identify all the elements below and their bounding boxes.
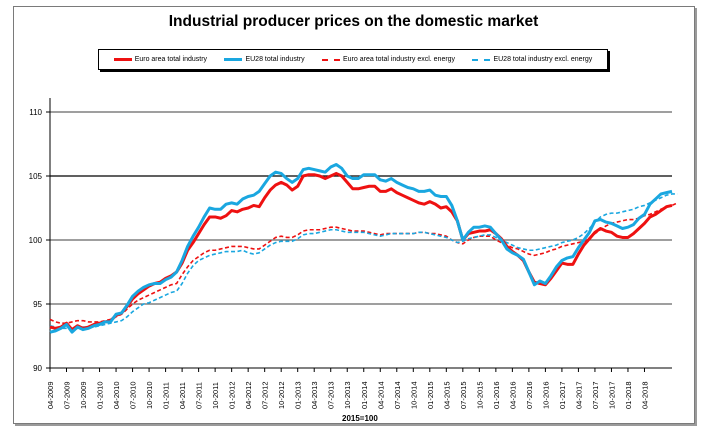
x-tick-label: 10-2015 [475, 381, 484, 409]
legend-label: EU28 total industry excl. energy [493, 56, 593, 63]
chart-title: Industrial producer prices on the domest… [168, 13, 539, 30]
x-tick-label: 04-2012 [244, 381, 253, 409]
x-tick-label: 01-2013 [294, 381, 303, 409]
legend-label: Euro area total industry excl. energy [343, 56, 456, 63]
legend-swatch [224, 58, 243, 61]
x-tick-label: 07-2011 [195, 382, 204, 409]
x-tick-label: 01-2016 [492, 381, 501, 409]
legend-label: EU28 total industry [245, 56, 305, 63]
x-tick-label: 01-2015 [426, 381, 435, 409]
y-tick-label: 100 [29, 236, 43, 245]
x-tick-label: 10-2016 [541, 381, 550, 409]
x-tick-label: 04-2010 [112, 381, 121, 409]
x-tick-label: 10-2009 [79, 381, 88, 409]
x-tick-label: 07-2015 [459, 381, 468, 409]
x-tick-label: 10-2014 [409, 381, 418, 409]
x-tick-label: 04-2014 [376, 381, 385, 409]
legend-swatch [322, 58, 340, 61]
x-tick-label: 04-2013 [310, 381, 319, 409]
x-tick-label: 04-2011 [178, 382, 187, 409]
x-tick-label: 10-2010 [145, 381, 154, 409]
legend-swatch [472, 58, 491, 61]
x-tick-label: 10-2013 [343, 381, 352, 409]
series-line-eu28-total-industry [49, 162, 673, 334]
x-tick-label: 01-2017 [558, 381, 567, 409]
y-tick-label: 90 [33, 364, 42, 373]
x-tick-label: 04-2009 [46, 381, 55, 409]
series-line-euro-area-total-industry-excl-energy [49, 202, 678, 324]
y-tick-label: 95 [33, 300, 42, 309]
chart-frame [13, 6, 695, 424]
x-tick-label: 07-2016 [525, 381, 534, 409]
x-tick-label: 01-2018 [624, 381, 633, 409]
base-year-note: 2015=100 [342, 414, 378, 423]
x-tick-label: 01-2012 [228, 381, 237, 409]
series-line-euro-area-total-industry [49, 171, 673, 332]
x-tick-label: 10-2012 [277, 381, 286, 409]
x-tick-label: 01-2010 [96, 381, 105, 409]
x-tick-label: 01-2011 [162, 382, 171, 409]
x-tick-label: 04-2015 [442, 381, 451, 409]
legend-item: Euro area total industry [113, 56, 208, 63]
x-tick-label: 01-2014 [360, 381, 369, 409]
x-tick-label: 04-2017 [574, 381, 583, 409]
x-tick-label: 07-2013 [327, 381, 336, 409]
x-tick-label: 04-2016 [508, 381, 517, 409]
series-line-eu28-total-industry-excl-energy [49, 193, 678, 330]
legend-item: EU28 total industry [224, 56, 305, 63]
y-tick-label: 105 [29, 172, 43, 181]
x-tick-label: 07-2017 [591, 381, 600, 409]
x-tick-label: 10-2011 [211, 382, 220, 409]
legend-item: Euro area total industry excl. energy [322, 56, 455, 63]
x-tick-label: 04-2018 [640, 381, 649, 409]
x-tick-label: 07-2014 [393, 381, 402, 409]
x-tick-label: 07-2010 [129, 381, 138, 409]
x-tick-label: 07-2012 [261, 381, 270, 409]
x-tick-label: 10-2017 [607, 381, 616, 409]
y-tick-label: 110 [29, 108, 42, 117]
legend-item: EU28 total industry excl. energy [472, 56, 592, 63]
legend-label: Euro area total industry [134, 56, 208, 63]
legend: Euro area total industry EU28 total indu… [98, 49, 608, 70]
x-tick-label: 07-2009 [63, 381, 72, 409]
legend-swatch [113, 58, 132, 61]
